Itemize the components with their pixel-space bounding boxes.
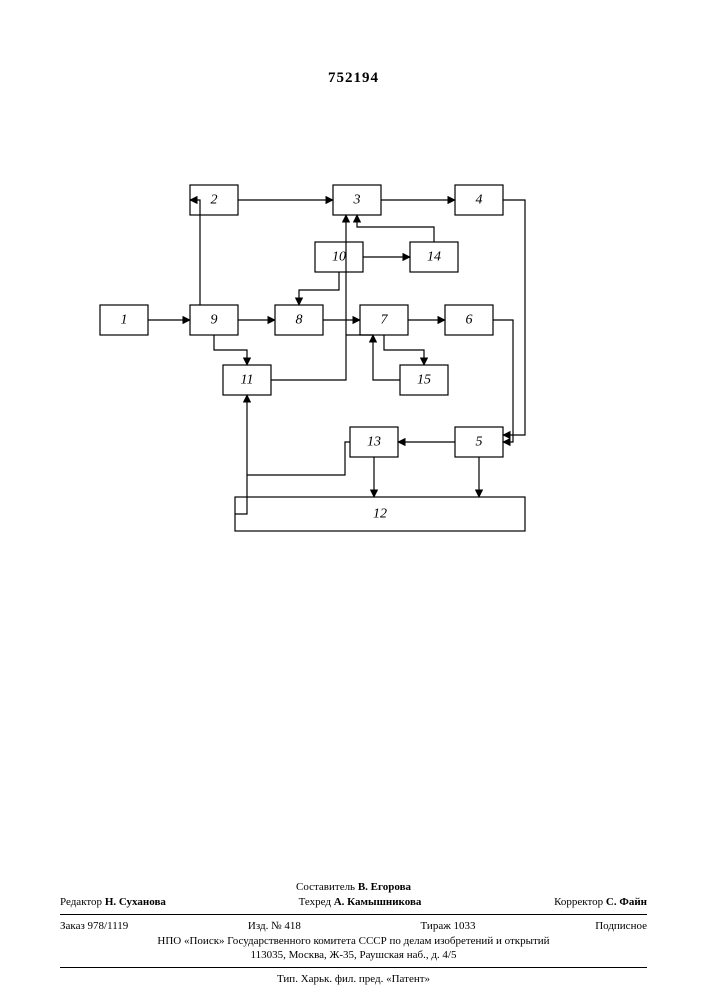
node-label-8: 8 (296, 313, 303, 328)
node-label-11: 11 (241, 373, 254, 388)
edge (214, 335, 247, 365)
org-line-2: 113035, Москва, Ж-35, Раушская наб., д. … (60, 948, 647, 963)
node-label-5: 5 (476, 435, 483, 450)
corrector: Корректор С. Файн (554, 895, 647, 910)
edge (493, 320, 513, 442)
node-label-9: 9 (211, 313, 218, 328)
edge (299, 272, 339, 305)
edge (373, 335, 400, 380)
node-label-4: 4 (476, 193, 483, 208)
edge (190, 200, 200, 305)
pub-row: Заказ 978/1119 Изд. № 418 Тираж 1033 Под… (60, 919, 647, 934)
tirazh: Тираж 1033 (420, 919, 475, 934)
editor: Редактор Н. Суханова (60, 895, 166, 910)
podpisnoe: Подписное (595, 919, 647, 934)
edge (384, 335, 424, 365)
compiler-name: В. Егорова (358, 881, 411, 893)
compiler-label: Составитель (296, 881, 355, 893)
node-label-7: 7 (381, 313, 389, 328)
node-label-12: 12 (373, 507, 387, 522)
tech-editor: Техред А. Камышникова (299, 895, 422, 910)
edge (503, 200, 525, 435)
credits-row: Редактор Н. Суханова Техред А. Камышнико… (60, 895, 647, 910)
printer-line: Тип. Харьк. фил. пред. «Патент» (60, 972, 647, 987)
block-diagram: 123498761014111513512 (85, 175, 585, 535)
node-label-13: 13 (367, 435, 381, 450)
edge (357, 215, 434, 242)
org-line-1: НПО «Поиск» Государственного комитета СС… (60, 934, 647, 949)
edge (235, 395, 247, 514)
node-label-3: 3 (353, 193, 361, 208)
edge (247, 442, 350, 475)
document-number: 752194 (0, 70, 707, 87)
page: { "document_number": "752194", "diagram"… (0, 0, 707, 1000)
node-label-10: 10 (332, 250, 346, 265)
izdanie: Изд. № 418 (248, 919, 301, 934)
order: Заказ 978/1119 (60, 919, 128, 934)
compiler-line: Составитель В. Егорова (60, 880, 647, 895)
node-label-1: 1 (121, 313, 128, 328)
edge (271, 215, 346, 380)
node-label-6: 6 (466, 313, 473, 328)
footer-block: Составитель В. Егорова Редактор Н. Сухан… (60, 880, 647, 987)
node-label-2: 2 (211, 193, 218, 208)
node-label-15: 15 (417, 373, 431, 388)
node-label-14: 14 (427, 250, 441, 265)
